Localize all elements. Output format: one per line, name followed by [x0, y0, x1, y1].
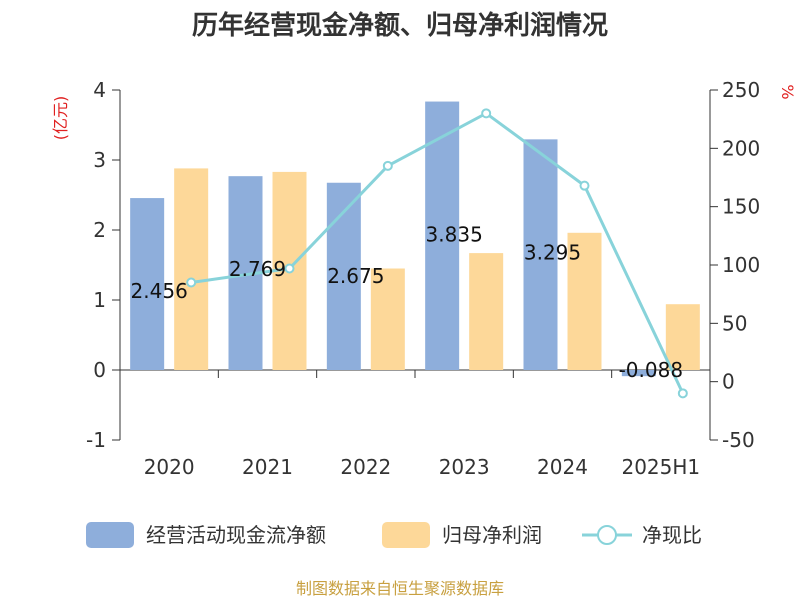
- cashflow-bar: [621, 370, 656, 377]
- left-axis-tick-label: -1: [86, 428, 106, 452]
- ratio-line: [190, 111, 685, 394]
- right-axis-unit: %: [778, 84, 797, 99]
- net-profit-bar: [665, 304, 700, 370]
- cashflow-bar: [523, 139, 558, 370]
- net-profit-bar: [469, 253, 504, 370]
- legend-swatch-marker: [597, 525, 617, 545]
- left-axis-tick-label: 4: [93, 78, 106, 102]
- legend-swatch: [86, 522, 134, 548]
- left-axis-tick-label: 2: [93, 218, 106, 242]
- cashflow-data-label: 2.675: [327, 264, 384, 288]
- net-profit-bar: [174, 168, 209, 370]
- source-note: 制图数据来自恒生聚源数据库: [296, 579, 504, 598]
- right-axis-tick-label: 100: [722, 253, 760, 277]
- right-axis-tick-label: 150: [722, 195, 760, 219]
- x-axis-tick-label: 2021: [242, 455, 293, 479]
- ratio-point: [186, 277, 197, 288]
- legend-label: 经营活动现金流净额: [146, 523, 326, 547]
- x-axis-tick-label: 2025H1: [621, 455, 700, 479]
- right-axis-tick-label: 200: [722, 136, 760, 160]
- legend: 经营活动现金流净额 归母净利润 净现比: [86, 522, 702, 548]
- chart-title: 历年经营现金净额、归母净利润情况: [192, 10, 608, 41]
- right-axis-tick-label: 50: [722, 311, 747, 335]
- x-axis-tick-label: 2024: [537, 455, 588, 479]
- cashflow-data-label: 3.295: [524, 240, 581, 264]
- cashflow-data-label: 2.769: [229, 257, 286, 281]
- left-axis-unit: (亿元): [51, 96, 70, 141]
- cashflow-data-label: 2.456: [131, 279, 188, 303]
- plot-area: -1 0 1 2 3 4 -50 0 50 100 150 200 250 2020 2021 2022 202…: [86, 78, 760, 479]
- x-axis-tick-label: 2022: [340, 455, 391, 479]
- left-axis-tick-label: 1: [93, 288, 106, 312]
- ratio-point: [481, 108, 492, 119]
- right-axis-tick-label: 0: [722, 370, 735, 394]
- ratio-point: [284, 263, 295, 274]
- right-axis-tick-label: 250: [722, 78, 760, 102]
- ratio-point: [382, 160, 393, 171]
- left-axis-tick-label: 0: [93, 358, 106, 382]
- net-profit-bar: [370, 268, 405, 370]
- net-profit-bar: [567, 232, 602, 370]
- legend-label: 归母净利润: [442, 523, 542, 547]
- cashflow-data-label: -0.088: [619, 358, 683, 382]
- cashflow-bar: [130, 198, 165, 370]
- x-axis-tick-label: 2023: [439, 455, 490, 479]
- legend-label: 净现比: [642, 523, 702, 547]
- cashflow-bar: [326, 182, 361, 370]
- right-axis-tick-label: -50: [722, 428, 755, 452]
- legend-swatch: [382, 522, 430, 548]
- ratio-point: [677, 388, 688, 399]
- cashflow-data-label: 3.835: [426, 223, 483, 247]
- ratio-point: [579, 180, 590, 191]
- x-axis-tick-label: 2020: [144, 455, 195, 479]
- left-axis-tick-label: 3: [93, 148, 106, 172]
- cashflow-bar: [425, 101, 460, 371]
